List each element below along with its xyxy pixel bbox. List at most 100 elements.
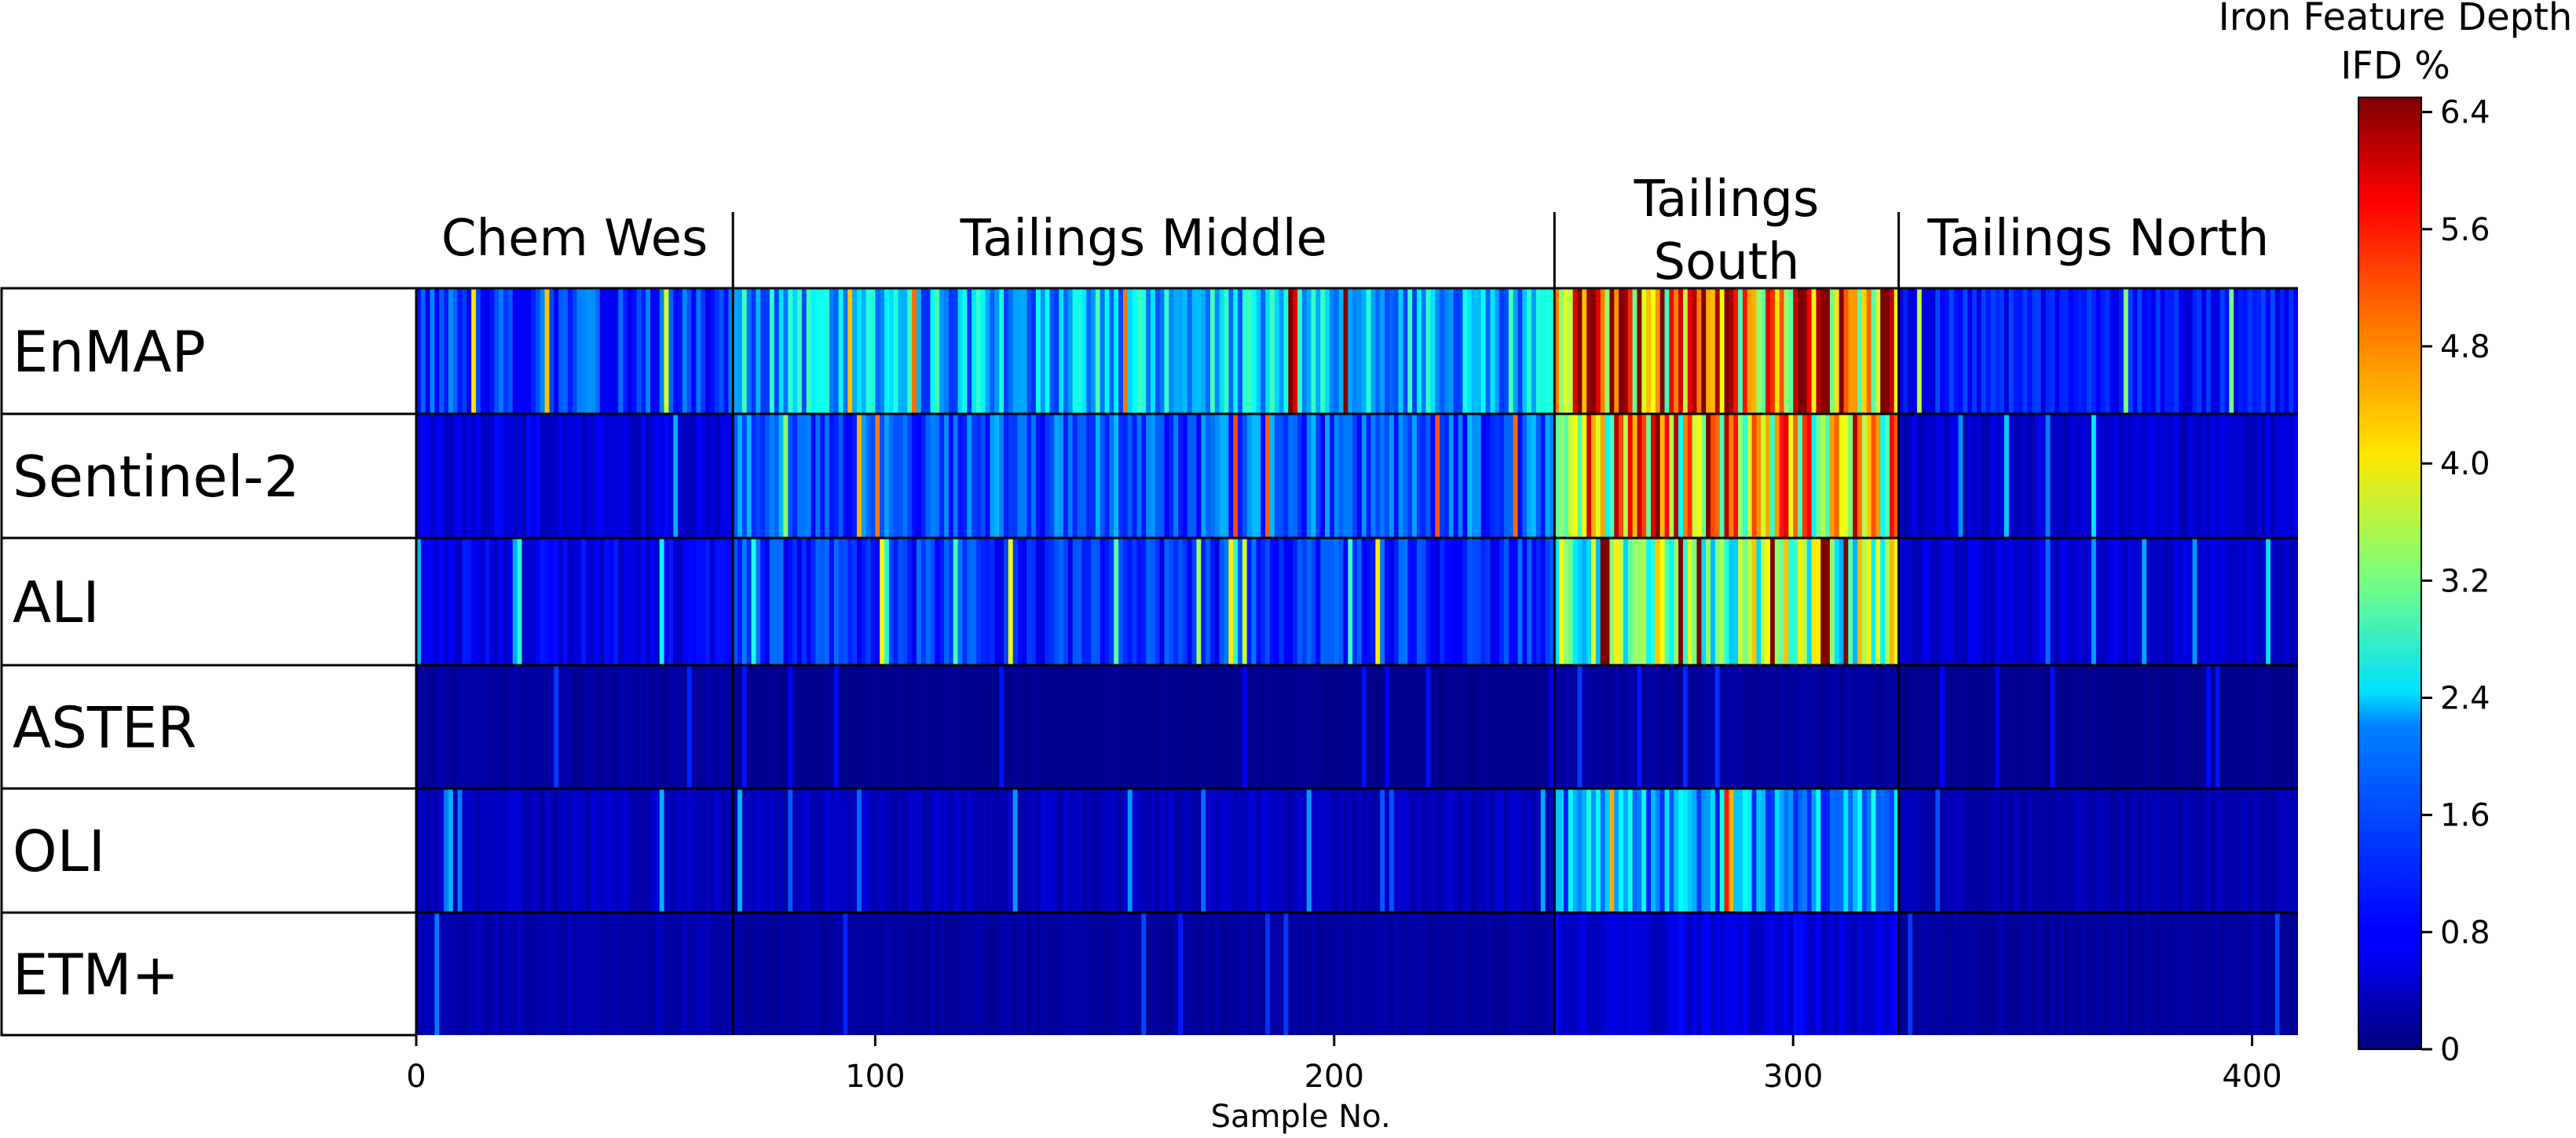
- heatmap-cell: [503, 665, 509, 789]
- heatmap-cell: [792, 665, 798, 789]
- heatmap-cell: [1485, 665, 1491, 789]
- heatmap-cell: [1637, 665, 1642, 789]
- heatmap-cell: [2128, 789, 2134, 913]
- colorbar-tick-label: 0: [2440, 1032, 2460, 1068]
- heatmap-cell: [1472, 288, 1477, 414]
- heatmap-cell: [1173, 288, 1179, 414]
- heatmap-cell: [1141, 789, 1147, 913]
- heatmap-cell: [2032, 414, 2037, 538]
- heatmap-cell: [576, 789, 582, 913]
- heatmap-cell: [1940, 288, 1945, 414]
- heatmap-cell: [1829, 913, 1835, 1035]
- heatmap-cell: [2169, 538, 2175, 665]
- heatmap-cell: [806, 789, 812, 913]
- heatmap-cell: [2284, 665, 2289, 789]
- heatmap-cell: [1861, 789, 1868, 913]
- heatmap-cell: [444, 538, 449, 665]
- heatmap-cell: [1348, 789, 1353, 913]
- heatmap-cell: [581, 789, 587, 913]
- heatmap-cell: [1357, 913, 1363, 1035]
- heatmap-cell: [815, 913, 821, 1035]
- heatmap-cell: [1385, 288, 1390, 414]
- heatmap-cell: [678, 288, 683, 414]
- heatmap-cell: [1375, 414, 1381, 538]
- heatmap-cell: [1430, 288, 1436, 414]
- heatmap-cell: [434, 665, 440, 789]
- heatmap-cell: [1389, 414, 1395, 538]
- heatmap-cell: [540, 789, 546, 913]
- heatmap-cell: [1370, 538, 1376, 665]
- heatmap-cell: [1114, 288, 1119, 414]
- heatmap-cell: [1467, 414, 1473, 538]
- heatmap-cell: [1315, 913, 1321, 1035]
- heatmap-cell: [1577, 789, 1583, 913]
- heatmap-cell: [967, 538, 972, 665]
- heatmap-cell: [1825, 538, 1831, 665]
- heatmap-cell: [1655, 913, 1661, 1035]
- heatmap-cell: [1127, 665, 1133, 789]
- heatmap-cell: [902, 913, 908, 1035]
- heatmap-cell: [1086, 538, 1092, 665]
- heatmap-cell: [815, 789, 821, 913]
- heatmap-cell: [838, 789, 844, 913]
- heatmap-cell: [641, 414, 646, 538]
- heatmap-cell: [733, 538, 738, 665]
- heatmap-cell: [733, 913, 738, 1035]
- heatmap-cell: [1953, 913, 1959, 1035]
- heatmap-cell: [2119, 538, 2124, 665]
- heatmap-cell: [1861, 414, 1868, 538]
- heatmap-cell: [1118, 665, 1124, 789]
- heatmap-cell: [1448, 789, 1454, 913]
- heatmap-cell: [2013, 913, 2019, 1035]
- heatmap-cell: [2045, 665, 2051, 789]
- heatmap-cell: [801, 913, 807, 1035]
- heatmap-cell: [1540, 789, 1546, 913]
- heatmap-cell: [2284, 789, 2289, 913]
- heatmap-cell: [1385, 538, 1390, 665]
- heatmap-cell: [554, 288, 559, 414]
- heatmap-cell: [1724, 789, 1729, 913]
- heatmap-cell: [843, 414, 848, 538]
- heatmap-cell: [2003, 665, 2010, 789]
- heatmap-cell: [1563, 665, 1569, 789]
- heatmap-cell: [1733, 789, 1739, 913]
- heatmap-cell: [967, 665, 972, 789]
- heatmap-cell: [1600, 665, 1606, 789]
- heatmap-cell: [2109, 288, 2115, 414]
- heatmap-cell: [1972, 414, 1978, 538]
- heatmap-cell: [1472, 665, 1477, 789]
- heatmap-cell: [457, 288, 463, 414]
- heatmap-cell: [425, 288, 431, 414]
- heatmap-cell: [797, 789, 803, 913]
- heatmap-cell: [705, 414, 711, 538]
- heatmap-cell: [2077, 414, 2083, 538]
- heatmap-cell: [1550, 538, 1555, 665]
- heatmap-cell: [1421, 913, 1427, 1035]
- heatmap-cell: [1325, 665, 1330, 789]
- heatmap-cell: [2219, 665, 2226, 789]
- heatmap-cell: [1499, 414, 1505, 538]
- heatmap-cell: [678, 538, 683, 665]
- heatmap-cell: [825, 414, 830, 538]
- heatmap-cell: [1022, 789, 1027, 913]
- heatmap-cell: [1577, 288, 1583, 414]
- heatmap-cell: [2293, 665, 2298, 789]
- heatmap-cell: [1380, 789, 1385, 913]
- heatmap-cell: [1045, 414, 1051, 538]
- heatmap-cell: [2109, 665, 2115, 789]
- heatmap-cell: [540, 538, 546, 665]
- heatmap-cell: [893, 913, 899, 1035]
- heatmap-cell: [999, 414, 1004, 538]
- row-label-cell: [0, 536, 418, 667]
- heatmap-cell: [1724, 414, 1729, 538]
- heatmap-cell: [733, 288, 738, 414]
- heatmap-cell: [444, 913, 449, 1035]
- heatmap-cell: [1357, 789, 1363, 913]
- heatmap-cell: [1921, 913, 1927, 1035]
- heatmap-cell: [2137, 414, 2142, 538]
- heatmap-cell: [2105, 665, 2110, 789]
- heatmap-cell: [2187, 665, 2194, 789]
- heatmap-cell: [1614, 913, 1619, 1035]
- heatmap-cell: [1293, 414, 1298, 538]
- heatmap-cell: [650, 414, 656, 538]
